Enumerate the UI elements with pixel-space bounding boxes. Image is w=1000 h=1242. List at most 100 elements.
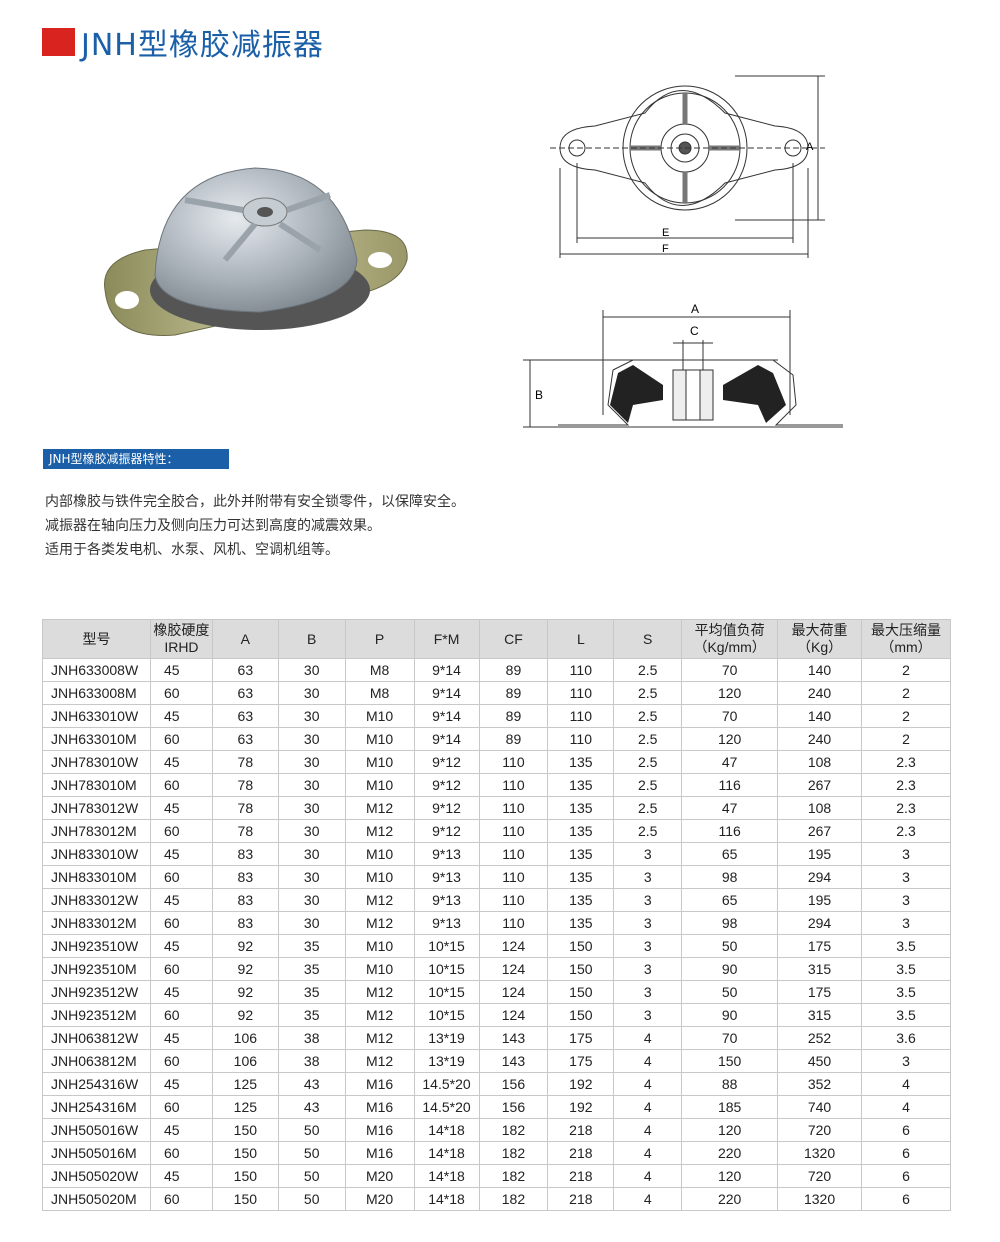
table-cell: 315: [777, 957, 862, 981]
table-cell: 13*19: [413, 1049, 480, 1073]
table-cell: 106: [211, 1049, 279, 1073]
table-cell: 2.5: [613, 681, 683, 705]
table-cell: 6: [861, 1141, 951, 1165]
table-cell: 30: [277, 888, 346, 912]
table-cell: 110: [478, 888, 549, 912]
table-cell: 30: [277, 796, 346, 820]
column-header: 最大荷重 （Kg）: [777, 619, 862, 659]
table-cell: 92: [211, 957, 279, 981]
table-cell: 83: [211, 911, 279, 935]
table-cell: M8: [344, 658, 415, 682]
table-cell: 50: [277, 1187, 346, 1211]
table-cell: 4: [613, 1026, 683, 1050]
column-header-line: 最大荷重: [791, 622, 848, 638]
table-cell: 150: [547, 1003, 615, 1027]
column-header-line: S: [643, 630, 653, 647]
table-cell: 135: [547, 888, 615, 912]
table-cell: 92: [211, 980, 279, 1004]
table-cell: 47: [681, 796, 779, 820]
table-cell: 50: [277, 1118, 346, 1142]
table-cell: 35: [277, 1003, 346, 1027]
model-cell: JNH505016W: [42, 1118, 151, 1142]
table-cell: 135: [547, 773, 615, 797]
table-cell: 150: [681, 1049, 779, 1073]
table-row: JNH783010M 60 78 30 M10 9*12 110 135 2.5 116 267 2.…: [42, 773, 951, 797]
table-cell: 9*13: [413, 865, 480, 889]
table-cell: 3: [613, 865, 683, 889]
table-cell: 60: [149, 957, 213, 981]
table-cell: 3.6: [861, 1026, 951, 1050]
table-cell: 2.5: [613, 658, 683, 682]
table-cell: 2.3: [861, 750, 951, 774]
column-header: 橡胶硬度 IRHD: [149, 619, 213, 659]
table-cell: 143: [478, 1026, 549, 1050]
table-cell: 3: [613, 888, 683, 912]
table-cell: 47: [681, 750, 779, 774]
table-cell: 35: [277, 980, 346, 1004]
table-cell: M16: [344, 1095, 415, 1119]
section-drawing: A C B: [523, 302, 843, 428]
column-header-line: 型号: [82, 630, 111, 647]
table-cell: 60: [149, 681, 213, 705]
spec-table: 型号 橡胶硬度 IRHD A B P F*M CF L S 平均值负荷 （Kg/mm） 最大荷重 （Kg）…: [42, 619, 951, 1211]
table-cell: 30: [277, 865, 346, 889]
table-cell: 60: [149, 1187, 213, 1211]
table-row: JNH633010W 45 63 30 M10 9*14 89 110 2.5 70 140 2: [42, 704, 951, 728]
table-cell: 140: [777, 704, 862, 728]
table-cell: 2: [861, 704, 951, 728]
table-cell: 120: [681, 681, 779, 705]
model-cell: JNH633008M: [42, 681, 151, 705]
model-cell: JNH923510W: [42, 934, 151, 958]
table-cell: 143: [478, 1049, 549, 1073]
table-cell: 90: [681, 957, 779, 981]
column-header-line: 平均值负荷: [694, 622, 765, 638]
table-cell: 150: [547, 980, 615, 1004]
table-cell: 10*15: [413, 980, 480, 1004]
table-cell: 352: [777, 1072, 862, 1096]
table-cell: 192: [547, 1095, 615, 1119]
table-cell: 175: [777, 934, 862, 958]
table-cell: 9*14: [413, 727, 480, 751]
table-cell: 192: [547, 1072, 615, 1096]
table-cell: 30: [277, 911, 346, 935]
table-cell: 43: [277, 1095, 346, 1119]
table-cell: 220: [681, 1141, 779, 1165]
table-cell: 4: [613, 1164, 683, 1188]
table-cell: 220: [681, 1187, 779, 1211]
table-cell: 294: [777, 911, 862, 935]
table-cell: 125: [211, 1072, 279, 1096]
table-cell: 50: [277, 1164, 346, 1188]
table-cell: 83: [211, 888, 279, 912]
model-cell: JNH923512M: [42, 1003, 151, 1027]
table-cell: 60: [149, 911, 213, 935]
column-header: F*M: [413, 619, 480, 659]
table-cell: 218: [547, 1164, 615, 1188]
table-cell: 720: [777, 1164, 862, 1188]
table-cell: 315: [777, 1003, 862, 1027]
table-cell: 110: [478, 750, 549, 774]
table-cell: M10: [344, 727, 415, 751]
table-cell: 30: [277, 750, 346, 774]
table-cell: 3.5: [861, 1003, 951, 1027]
table-cell: M20: [344, 1187, 415, 1211]
table-cell: 3: [613, 911, 683, 935]
table-cell: 45: [149, 658, 213, 682]
table-cell: 116: [681, 773, 779, 797]
column-header-line: B: [307, 630, 317, 647]
table-cell: 6: [861, 1118, 951, 1142]
table-cell: 63: [211, 658, 279, 682]
table-cell: 92: [211, 934, 279, 958]
model-cell: JNH254316M: [42, 1095, 151, 1119]
table-cell: 88: [681, 1072, 779, 1096]
table-row: JNH505016M 60 150 50 M16 14*18 182 218 4 220 1320 6: [42, 1141, 951, 1165]
table-cell: 2.5: [613, 750, 683, 774]
table-cell: 182: [478, 1141, 549, 1165]
feature-item: 适用于各类发电机、水泵、风机、空调机组等。: [45, 542, 339, 558]
table-cell: 98: [681, 865, 779, 889]
table-cell: 98: [681, 911, 779, 935]
table-cell: 124: [478, 934, 549, 958]
table-cell: 4: [861, 1095, 951, 1119]
table-cell: 60: [149, 773, 213, 797]
table-cell: 60: [149, 1049, 213, 1073]
table-cell: 3: [861, 911, 951, 935]
